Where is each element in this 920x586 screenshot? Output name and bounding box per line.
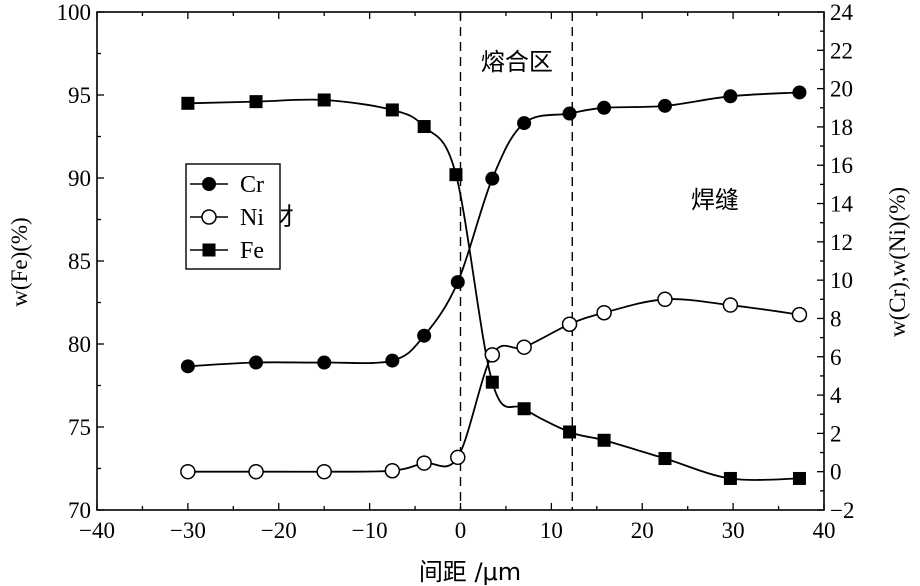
data-point-ni — [596, 304, 612, 321]
y-right-tick-label: 22 — [830, 38, 853, 63]
y-right-tick-label: 18 — [830, 115, 853, 140]
y-right-tick-label: 8 — [830, 306, 842, 331]
region-label-2: 焊缝 — [691, 186, 739, 214]
x-tick-label: 0 — [455, 518, 467, 543]
data-point-fe — [517, 402, 531, 416]
data-point-cr — [562, 106, 577, 121]
data-point-ni — [180, 463, 196, 480]
x-tick-label: 10 — [540, 518, 563, 543]
legend-marker-cr — [202, 177, 216, 191]
y-axis-left-title: w(Fe)(%) — [7, 217, 32, 306]
data-point-ni — [791, 306, 808, 323]
data-point-cr — [249, 355, 264, 370]
y-left-tick-label: 75 — [68, 415, 91, 440]
series-lines — [187, 91, 800, 481]
data-point-ni — [561, 316, 578, 332]
legend-marker-fe — [202, 243, 216, 257]
data-point-cr — [792, 85, 807, 100]
data-point-fe — [658, 452, 672, 466]
data-point-fe — [597, 433, 611, 447]
data-point-fe — [249, 95, 263, 109]
data-point-ni — [484, 347, 501, 363]
annotations: 熔合区母材焊缝 — [246, 48, 739, 230]
data-point-fe — [563, 425, 577, 439]
data-point-cr — [485, 171, 500, 186]
x-axis: −40 −30 −20 −10 0 10 20 30 40 — [79, 12, 836, 543]
data-point-ni — [516, 339, 532, 355]
y-right-tick-label: 24 — [830, 0, 854, 25]
x-tick-label: −40 — [79, 518, 115, 543]
x-tick-label: −20 — [261, 518, 297, 543]
data-point-ni — [248, 463, 264, 480]
data-point-fe — [385, 103, 399, 117]
x-tick-label: −30 — [170, 518, 206, 543]
y-right-tick-label: 20 — [830, 77, 853, 102]
data-point-cr — [180, 359, 195, 374]
data-point-ni — [316, 463, 332, 480]
x-tick-label: 40 — [813, 518, 836, 543]
y-right-tick-label: 6 — [830, 345, 842, 370]
legend-label-cr: Cr — [240, 172, 264, 198]
data-point-fe — [181, 96, 195, 110]
legend-label-fe: Fe — [240, 238, 264, 264]
data-point-cr — [723, 89, 738, 104]
y-right-tick-label: 10 — [830, 268, 853, 293]
data-point-fe — [317, 93, 331, 107]
x-axis-title: 间距 /μm — [419, 558, 521, 586]
y-right-tick-label: 4 — [830, 383, 842, 408]
y-right-tick-label: 12 — [830, 230, 853, 255]
data-point-cr — [450, 275, 465, 290]
data-point-cr — [385, 353, 400, 368]
data-point-ni — [657, 291, 673, 308]
y-left-tick-label: 90 — [68, 166, 91, 191]
data-point-fe — [792, 471, 806, 485]
y-left-tick-label: 100 — [57, 0, 92, 25]
y-right-tick-label: 2 — [830, 421, 842, 446]
y-right-tick-label: 16 — [830, 153, 853, 178]
y-left-tick-label: 70 — [68, 498, 91, 523]
legend-label-ni: Ni — [240, 205, 264, 231]
data-point-cr — [317, 355, 332, 370]
data-point-fe — [417, 120, 431, 134]
data-point-ni — [416, 455, 432, 471]
data-point-fe — [723, 471, 737, 485]
data-point-cr — [597, 100, 612, 115]
x-tick-label: 20 — [631, 518, 654, 543]
y-axis-left: 70 75 80 85 90 95 100 — [57, 0, 104, 523]
region-label-0: 熔合区 — [481, 48, 553, 76]
x-tick-label: −10 — [352, 518, 388, 543]
data-point-fe — [485, 375, 499, 389]
data-point-ni — [450, 449, 466, 466]
legend: Cr Ni Fe — [185, 163, 281, 270]
zone-boundaries — [459, 12, 573, 510]
data-point-cr — [657, 98, 672, 113]
series-line-fe — [187, 98, 800, 481]
y-left-tick-label: 80 — [68, 332, 91, 357]
data-point-ni — [722, 297, 739, 313]
x-tick-label: 30 — [722, 518, 745, 543]
data-point-cr — [417, 328, 432, 343]
series-markers — [180, 85, 808, 485]
y-left-tick-label: 95 — [68, 83, 91, 108]
data-point-cr — [517, 116, 532, 131]
legend-marker-ni — [201, 209, 217, 225]
y-right-tick-label: −2 — [830, 498, 854, 523]
data-point-fe — [449, 168, 463, 182]
data-point-ni — [384, 462, 401, 479]
y-right-tick-label: 0 — [830, 460, 842, 485]
y-right-tick-label: 14 — [830, 192, 854, 217]
y-axis-right-title: w(Cr),w(Ni)(%) — [885, 187, 910, 337]
y-left-tick-label: 85 — [68, 249, 91, 274]
